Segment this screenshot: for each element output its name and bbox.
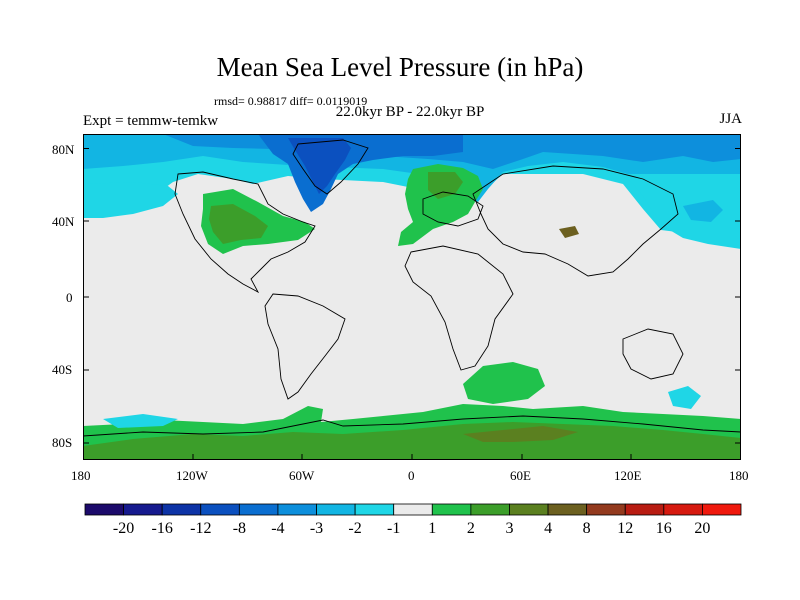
lon-tick-label: 0 — [408, 468, 415, 483]
stats-text: rmsd= 0.98817 diff= 0.0119019 — [214, 94, 368, 108]
colorbar-label: -12 — [190, 520, 212, 537]
lat-tick-label: 80N — [52, 142, 75, 157]
colorbar-swatch — [586, 503, 626, 516]
colorbar-swatch — [547, 503, 588, 516]
colorbar-swatch — [238, 503, 279, 516]
europe-high-core — [428, 172, 463, 199]
lon-tick-label: 60E — [510, 468, 531, 483]
colorbar-swatch — [470, 503, 510, 516]
colorbar-label: -8 — [232, 520, 247, 537]
lat-tick-label: 40S — [52, 362, 73, 377]
south-pacific-cyan — [668, 386, 701, 409]
greenland-core-low — [288, 138, 351, 194]
colorbar-swatch — [431, 503, 472, 516]
pacific-cyan-lobe — [623, 174, 741, 249]
colorbar-label: -1 — [387, 520, 401, 537]
antarctic-high-core — [83, 422, 741, 460]
europe-high — [398, 164, 483, 246]
antarctic-high-dark — [463, 426, 578, 442]
lon-tick-label: 120E — [614, 468, 642, 483]
pacific-blue-patch — [683, 200, 723, 222]
period-label: 22.0kyr BP - 22.0kyr BP — [335, 104, 485, 120]
colorbar-label: 1 — [428, 520, 437, 537]
lon-tick-label: 60W — [289, 468, 315, 483]
colorbar-label: 3 — [505, 520, 514, 537]
colorbar-label: -3 — [309, 520, 324, 537]
colorbar-label: -4 — [271, 520, 285, 537]
central-asia-patch — [559, 226, 579, 238]
colorbar-label: 2 — [466, 520, 475, 537]
lon-tick-label: 180 — [71, 468, 91, 483]
colorbar-swatch — [123, 503, 163, 516]
colorbar-label: 8 — [582, 520, 591, 537]
lat-tick-label: 80S — [52, 435, 73, 450]
colorbar-swatch — [200, 503, 240, 516]
pressure-map — [83, 134, 741, 460]
lat-tick-label: 40N — [52, 214, 75, 229]
map-ticks — [83, 148, 741, 460]
colorbar-swatch — [354, 503, 395, 516]
colorbar-swatch — [84, 503, 124, 516]
lat-tick-label: 0 — [66, 290, 73, 305]
colorbar-label: 20 — [694, 520, 711, 537]
colorbar-label: -20 — [112, 520, 135, 537]
colorbar-swatch — [624, 503, 665, 516]
season-label: JJA — [719, 111, 742, 127]
colorbar-label: 16 — [655, 520, 672, 537]
west-pacific-cyan — [83, 182, 178, 218]
colorbar — [84, 503, 742, 516]
colorbar-label: 12 — [617, 520, 634, 537]
coastlines — [83, 139, 741, 437]
colorbar-swatch — [393, 503, 433, 516]
south-indian-cyan — [103, 414, 178, 428]
chart-title: Mean Sea Level Pressure (in hPa) — [216, 52, 584, 82]
colorbar-label: -16 — [151, 520, 173, 537]
colorbar-swatch — [702, 503, 742, 516]
colorbar-swatch — [509, 503, 549, 516]
colorbar-swatch — [161, 503, 202, 516]
experiment-label: Expt = temmw-temkw — [83, 113, 219, 129]
north-america-high-core — [209, 204, 268, 244]
colorbar-swatch — [663, 503, 703, 516]
lon-tick-label: 180 — [729, 468, 749, 483]
colorbar-label: -2 — [348, 520, 362, 537]
colorbar-swatch — [316, 503, 356, 516]
colorbar-label: 4 — [544, 520, 553, 537]
colorbar-swatch — [277, 503, 317, 516]
south-atlantic-high — [463, 362, 545, 404]
lon-tick-label: 120W — [176, 468, 208, 483]
